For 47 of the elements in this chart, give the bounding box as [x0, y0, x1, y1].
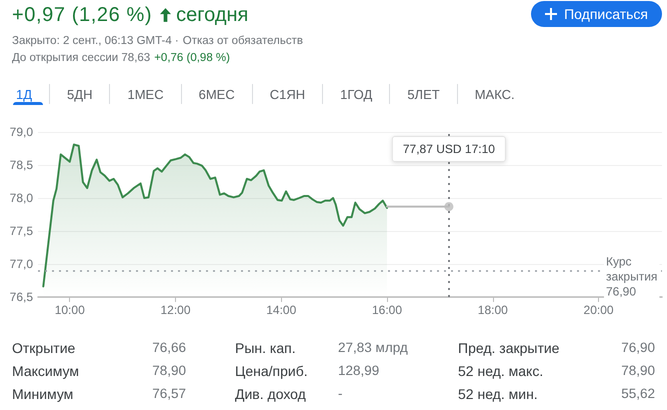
- text: 78,90: [621, 362, 655, 380]
- text: Рын. кап.: [235, 339, 296, 357]
- x-tick-label: 16:00: [372, 303, 402, 317]
- text: +0,97 (1,26 %): [12, 3, 152, 27]
- text: 27,83 млрд: [338, 339, 408, 357]
- y-tick-label: 77,0: [10, 257, 34, 271]
- text: 6МЕС: [198, 86, 236, 102]
- text: 5ДН: [66, 86, 94, 102]
- text: Пред. закрытие: [458, 339, 560, 357]
- annotation: 77,87 USD 17:10: [402, 142, 496, 156]
- text: 76,90: [621, 339, 655, 357]
- x-tick-label: 14:00: [266, 303, 297, 317]
- x-tick-label: 10:00: [54, 303, 86, 317]
- text: До открытия сессии 78,63: [12, 51, 150, 66]
- y-tick-label: 76,5: [10, 290, 34, 304]
- x-tick-label: 12:00: [160, 303, 191, 317]
- y-tick-label: 77,5: [10, 224, 34, 238]
- text: Максимум: [12, 362, 79, 380]
- text: 76,57: [152, 385, 186, 403]
- text: Минимум: [12, 385, 74, 403]
- text: 76,66: [152, 339, 186, 357]
- y-tick-label: 78,5: [10, 158, 34, 172]
- text: 1ГОД: [339, 86, 374, 102]
- text: 1МЕС: [126, 86, 165, 102]
- x-tick-label: 20:00: [584, 303, 614, 317]
- text: 5ЛЕТ: [406, 86, 441, 102]
- text: 52 нед. макс.: [458, 362, 544, 380]
- text: 55,62: [621, 385, 655, 403]
- button: Подписаться: [531, 1, 662, 27]
- y-tick-label: 78,0: [10, 191, 34, 205]
- text: Отказ от обязательств: [182, 34, 303, 49]
- y-tick-label: 79,0: [10, 125, 34, 139]
- text: Див. доход: [235, 385, 306, 403]
- text: С1ЯН: [268, 86, 306, 102]
- x-tick-label: 18:00: [478, 303, 508, 317]
- text: Цена/приб.: [235, 362, 308, 380]
- text: сегодня: [176, 3, 248, 27]
- text: 1Д: [15, 86, 34, 102]
- text: Закрыто: 2 сент., 06:13 GMT-4 ·: [12, 34, 179, 49]
- text: 128,99: [338, 362, 380, 380]
- text: -: [338, 385, 342, 403]
- text: 78,90: [152, 362, 186, 380]
- text: 52 нед. мин.: [458, 385, 538, 403]
- text: +0,76 (0,98 %): [154, 51, 230, 66]
- text: Открытие: [12, 339, 76, 357]
- ref-line-label: Курс закрытия 76,90: [606, 254, 658, 299]
- text: МАКС.: [474, 86, 516, 102]
